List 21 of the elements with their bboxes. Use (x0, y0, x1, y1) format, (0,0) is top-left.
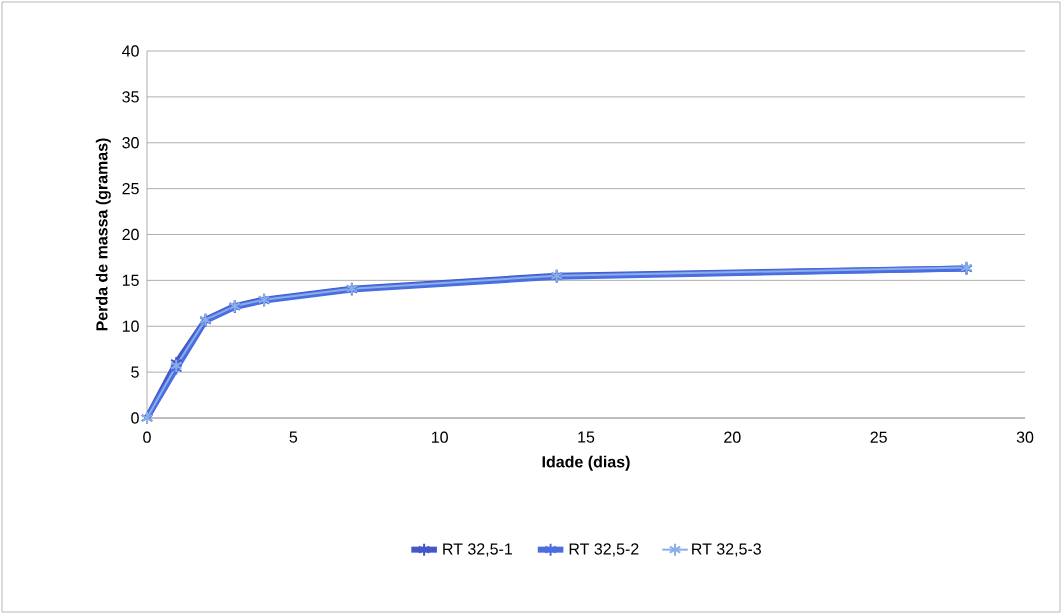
x-tick-label: 30 (1016, 431, 1034, 443)
y-tick-label: 30 (122, 137, 139, 149)
y-tick-label: 25 (122, 182, 139, 195)
legend-label: RT 32,5-2 (569, 543, 639, 557)
y-tick-label: 15 (122, 274, 139, 286)
y-tick-label: 20 (122, 228, 139, 241)
y-tick-label: 0 (131, 412, 139, 424)
y-tick-label: 10 (122, 320, 139, 332)
x-tick-label: 0 (143, 431, 151, 443)
legend-label: RT 32,5-1 (443, 543, 512, 557)
y-axis-title: Perda de massa (gramas) (95, 138, 111, 331)
x-axis-title: Idade (dias) (542, 455, 630, 471)
x-tick-label: 20 (724, 431, 741, 443)
x-tick-label: 15 (578, 431, 595, 443)
x-tick-label: 5 (289, 431, 298, 443)
y-tick-label: 35 (122, 91, 139, 103)
y-tick-label: 5 (131, 366, 139, 378)
x-tick-label: 10 (432, 431, 448, 443)
x-tick-label: 25 (870, 431, 887, 443)
legend-label: RT 32,5-3 (692, 543, 761, 557)
y-tick-label: 40 (122, 45, 139, 57)
